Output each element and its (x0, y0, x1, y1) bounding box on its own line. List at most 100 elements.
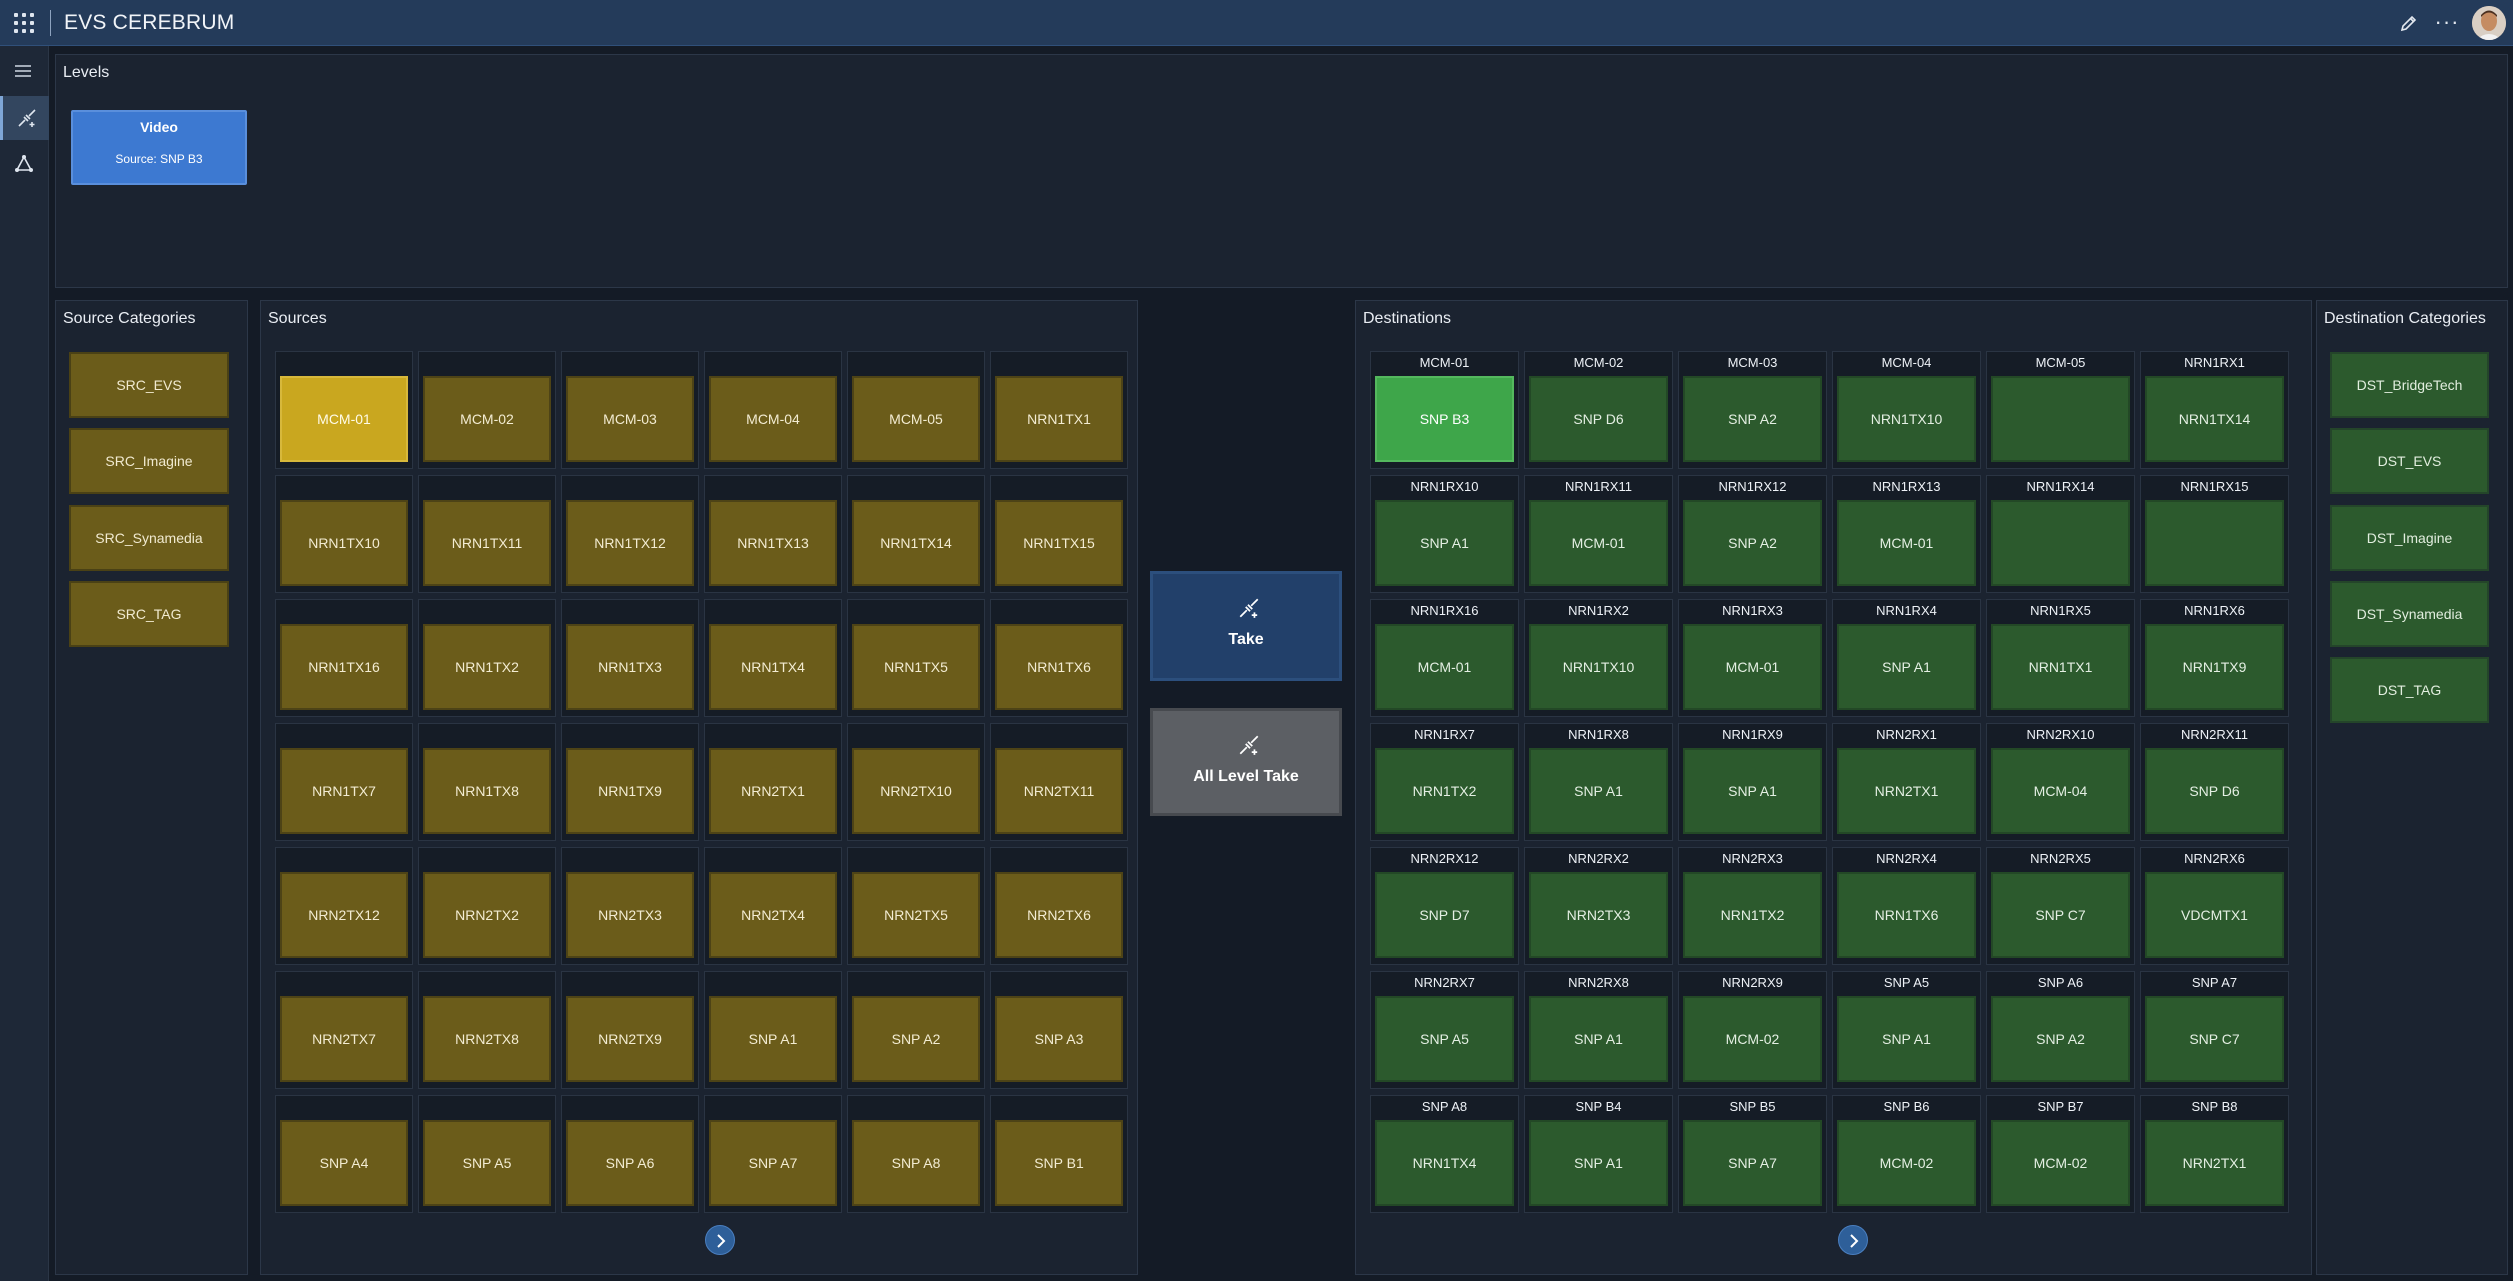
source-button[interactable]: SNP A1 (709, 996, 837, 1082)
destination-button[interactable]: SNP A7 (1683, 1120, 1822, 1206)
source-button[interactable]: NRN1TX7 (280, 748, 408, 834)
destination-category-button[interactable]: DST_BridgeTech (2330, 352, 2489, 418)
source-button[interactable]: NRN1TX14 (852, 500, 980, 586)
source-button[interactable]: SNP A4 (280, 1120, 408, 1206)
destination-button[interactable] (1991, 376, 2130, 462)
destination-button[interactable]: SNP C7 (1991, 872, 2130, 958)
source-button[interactable]: NRN2TX2 (423, 872, 551, 958)
destination-button[interactable]: SNP A1 (1529, 748, 1668, 834)
destination-button[interactable]: MCM-02 (1991, 1120, 2130, 1206)
destination-button[interactable]: NRN1TX9 (2145, 624, 2284, 710)
destination-category-button[interactable]: DST_EVS (2330, 428, 2489, 494)
source-button[interactable]: SNP A2 (852, 996, 980, 1082)
source-button[interactable]: NRN2TX3 (566, 872, 694, 958)
destination-button[interactable]: SNP A5 (1375, 996, 1514, 1082)
all-level-take-button[interactable]: All Level Take (1150, 708, 1342, 816)
source-button[interactable]: NRN1TX3 (566, 624, 694, 710)
destination-button[interactable]: MCM-01 (1529, 500, 1668, 586)
source-button[interactable]: NRN1TX6 (995, 624, 1123, 710)
source-button[interactable]: NRN1TX2 (423, 624, 551, 710)
source-button[interactable]: MCM-03 (566, 376, 694, 462)
sources-next-button[interactable] (705, 1225, 735, 1255)
destination-button[interactable] (1991, 500, 2130, 586)
level-video-button[interactable]: Video Source: SNP B3 (71, 110, 247, 185)
source-button[interactable]: NRN1TX10 (280, 500, 408, 586)
destination-button[interactable]: SNP C7 (2145, 996, 2284, 1082)
destination-button[interactable]: NRN1TX14 (2145, 376, 2284, 462)
destination-button[interactable]: SNP A1 (1837, 624, 1976, 710)
avatar[interactable] (2472, 6, 2506, 40)
source-button[interactable]: NRN1TX1 (995, 376, 1123, 462)
source-button[interactable]: NRN2TX5 (852, 872, 980, 958)
destination-button[interactable]: NRN2TX3 (1529, 872, 1668, 958)
source-button[interactable]: NRN2TX1 (709, 748, 837, 834)
destination-button[interactable]: NRN1TX4 (1375, 1120, 1514, 1206)
router-nav-button[interactable] (0, 96, 49, 140)
source-button[interactable]: SNP B1 (995, 1120, 1123, 1206)
destination-category-button[interactable]: DST_TAG (2330, 657, 2489, 723)
source-button[interactable]: NRN1TX4 (709, 624, 837, 710)
destination-category-button[interactable]: DST_Imagine (2330, 505, 2489, 571)
source-button[interactable]: NRN2TX10 (852, 748, 980, 834)
destination-button[interactable]: NRN1TX10 (1529, 624, 1668, 710)
source-button[interactable]: SNP A8 (852, 1120, 980, 1206)
destination-button[interactable]: NRN2TX1 (2145, 1120, 2284, 1206)
destination-button[interactable] (2145, 500, 2284, 586)
destination-button[interactable]: SNP D6 (1529, 376, 1668, 462)
source-button[interactable]: MCM-01 (280, 376, 408, 462)
source-button[interactable]: SNP A6 (566, 1120, 694, 1206)
destination-button[interactable]: MCM-04 (1991, 748, 2130, 834)
source-button[interactable]: NRN2TX11 (995, 748, 1123, 834)
destination-button[interactable]: VDCMTX1 (2145, 872, 2284, 958)
source-category-button[interactable]: SRC_Imagine (69, 428, 229, 494)
source-button[interactable]: NRN2TX9 (566, 996, 694, 1082)
destination-button[interactable]: SNP D6 (2145, 748, 2284, 834)
destinations-next-button[interactable] (1838, 1225, 1868, 1255)
pencil-icon[interactable] (2398, 12, 2420, 34)
source-button[interactable]: NRN1TX11 (423, 500, 551, 586)
source-button[interactable]: MCM-04 (709, 376, 837, 462)
destination-button[interactable]: SNP B3 (1375, 376, 1514, 462)
destination-button[interactable]: NRN1TX6 (1837, 872, 1976, 958)
source-button[interactable]: NRN1TX15 (995, 500, 1123, 586)
source-button[interactable]: SNP A7 (709, 1120, 837, 1206)
menu-button[interactable] (0, 50, 49, 94)
source-button[interactable]: SNP A5 (423, 1120, 551, 1206)
ellipsis-icon[interactable]: ··· (2434, 9, 2460, 34)
destination-button[interactable]: NRN1TX2 (1683, 872, 1822, 958)
destination-button[interactable]: SNP A2 (1683, 500, 1822, 586)
source-category-button[interactable]: SRC_TAG (69, 581, 229, 647)
source-button[interactable]: NRN2TX6 (995, 872, 1123, 958)
destination-button[interactable]: NRN1TX10 (1837, 376, 1976, 462)
destination-button[interactable]: MCM-01 (1375, 624, 1514, 710)
source-button[interactable]: MCM-05 (852, 376, 980, 462)
destination-button[interactable]: SNP A1 (1683, 748, 1822, 834)
grid-icon[interactable] (14, 13, 34, 33)
destination-button[interactable]: SNP A1 (1837, 996, 1976, 1082)
source-button[interactable]: NRN2TX8 (423, 996, 551, 1082)
destination-button[interactable]: MCM-02 (1683, 996, 1822, 1082)
destination-category-button[interactable]: DST_Synamedia (2330, 581, 2489, 647)
source-button[interactable]: NRN2TX12 (280, 872, 408, 958)
destination-button[interactable]: MCM-01 (1683, 624, 1822, 710)
source-button[interactable]: NRN1TX5 (852, 624, 980, 710)
destination-button[interactable]: SNP A2 (1991, 996, 2130, 1082)
source-category-button[interactable]: SRC_Synamedia (69, 505, 229, 571)
destination-button[interactable]: SNP A1 (1529, 1120, 1668, 1206)
source-button[interactable]: NRN1TX8 (423, 748, 551, 834)
destination-button[interactable]: SNP D7 (1375, 872, 1514, 958)
topology-nav-button[interactable] (0, 142, 49, 186)
destination-button[interactable]: NRN1TX2 (1375, 748, 1514, 834)
destination-button[interactable]: MCM-02 (1837, 1120, 1976, 1206)
source-button[interactable]: NRN1TX16 (280, 624, 408, 710)
source-button[interactable]: SNP A3 (995, 996, 1123, 1082)
destination-button[interactable]: NRN1TX1 (1991, 624, 2130, 710)
destination-button[interactable]: NRN2TX1 (1837, 748, 1976, 834)
destination-button[interactable]: MCM-01 (1837, 500, 1976, 586)
source-button[interactable]: NRN2TX7 (280, 996, 408, 1082)
source-button[interactable]: MCM-02 (423, 376, 551, 462)
source-button[interactable]: NRN1TX9 (566, 748, 694, 834)
take-button[interactable]: Take (1150, 571, 1342, 681)
source-button[interactable]: NRN1TX12 (566, 500, 694, 586)
source-button[interactable]: NRN1TX13 (709, 500, 837, 586)
